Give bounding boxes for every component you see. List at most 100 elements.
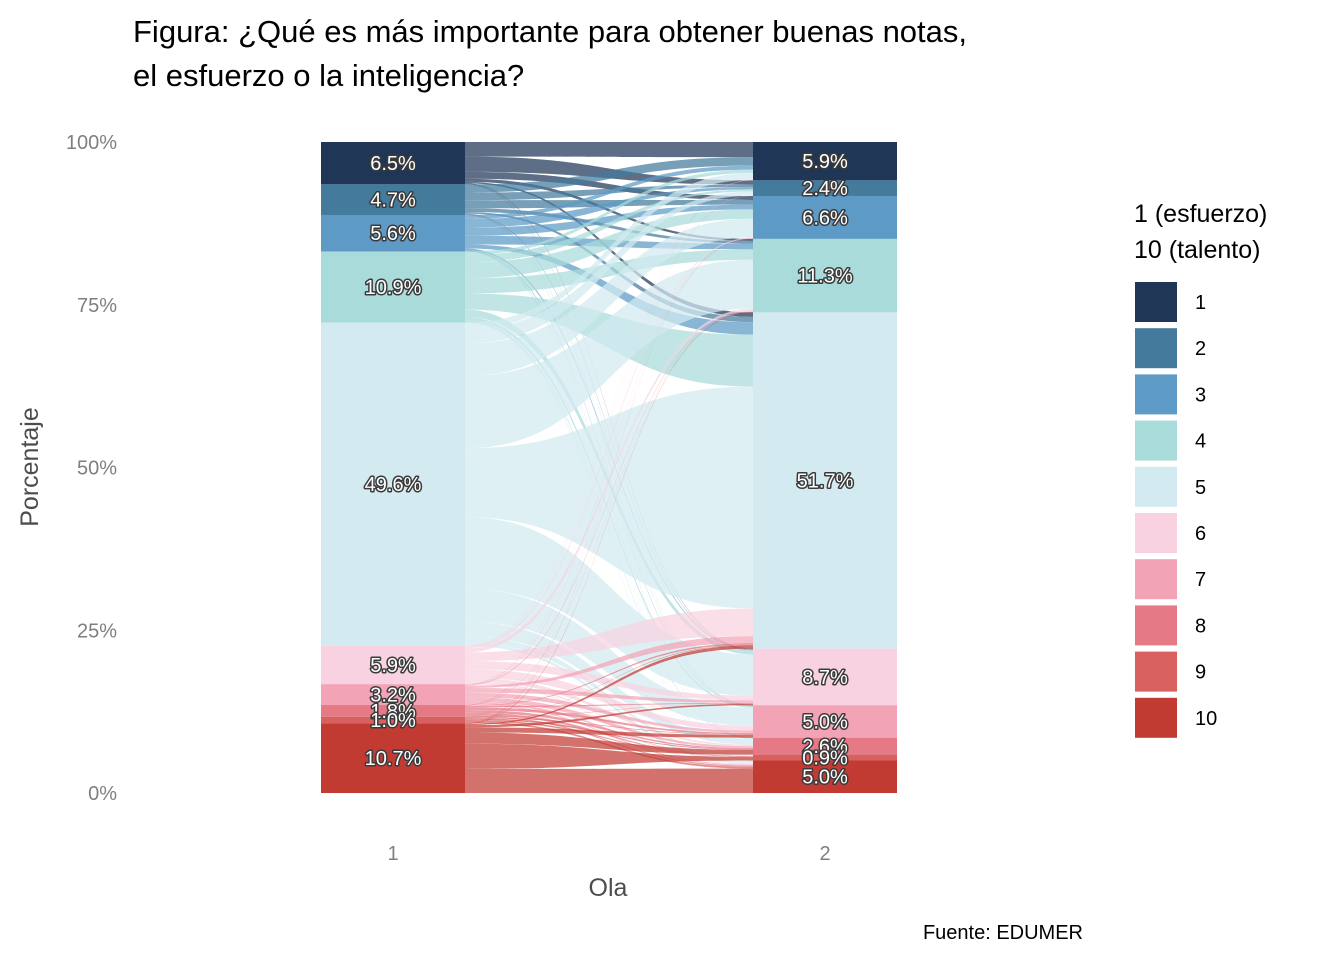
legend-label: 4: [1195, 431, 1206, 453]
flow-band: [465, 180, 753, 685]
bar-segment: [321, 251, 465, 323]
flow-band: [465, 687, 753, 703]
chart-title-line2: el esfuerzo o la inteligencia?: [133, 58, 524, 93]
flow-band: [465, 743, 753, 769]
flow-band: [465, 608, 753, 662]
flow-band: [465, 195, 753, 685]
bar-segment: [753, 737, 897, 755]
flow-band: [465, 180, 753, 724]
flow-band: [465, 180, 753, 717]
flow-band: [465, 692, 753, 733]
flow-band: [465, 179, 753, 647]
chart-title: Figura: ¿Qué es más importante para obte…: [133, 14, 967, 49]
bar-segment-label: 10.7%: [365, 748, 422, 770]
flow-band: [465, 195, 753, 724]
bar-segment-label: 6.6%: [802, 207, 848, 229]
x-tick-label: 1: [387, 843, 398, 865]
flow-band: [465, 768, 753, 793]
flow-band: [465, 715, 753, 767]
flow-band: [465, 386, 753, 609]
bar-segment-label: 6.5%: [370, 153, 416, 175]
legend-label: 3: [1195, 384, 1206, 406]
flow-band: [465, 156, 753, 185]
legend-label: 8: [1195, 615, 1206, 637]
legend-title: 1 (esfuerzo): [1134, 200, 1267, 228]
flow-band: [465, 238, 753, 706]
flow-band: [465, 238, 753, 717]
flow-band: [465, 157, 753, 193]
flow-band: [465, 186, 753, 228]
bar-segment-label: 4.7%: [370, 190, 416, 212]
bar-segment: [321, 214, 465, 252]
bar-segment-label: 5.0%: [802, 767, 848, 789]
flow-band: [465, 204, 753, 236]
legend-swatch: [1135, 420, 1177, 461]
flow-band: [465, 178, 753, 241]
bar-segment-label: 3.2%: [370, 685, 416, 707]
bar-segment: [753, 754, 897, 761]
legend-swatch: [1135, 374, 1177, 415]
flow-band: [465, 195, 753, 717]
bar-segment: [321, 322, 465, 646]
y-tick-label: 75%: [77, 295, 117, 317]
bar-segment: [321, 184, 465, 215]
flow-band: [465, 311, 753, 686]
flow-band: [465, 218, 753, 377]
flow-band: [465, 195, 753, 647]
flow-band: [465, 645, 753, 726]
bar-segment: [321, 716, 465, 724]
flow-band: [465, 237, 753, 649]
flow-band: [465, 249, 753, 294]
bar-segment: [321, 684, 465, 706]
bar-segment-label: 2.4%: [802, 178, 848, 200]
legend-label: 2: [1195, 338, 1206, 360]
caption: Fuente: EDUMER: [923, 922, 1083, 944]
flow-band: [465, 717, 753, 735]
legend-swatch: [1135, 466, 1177, 507]
bar-labels: 6.5% 4.7% 5.6% 10.9% 49.6% 5.9% 3.2%1.8%1.0% 10…: [363, 150, 855, 791]
flow-band: [465, 719, 753, 757]
flow-band: [465, 195, 753, 706]
flow-band: [465, 180, 753, 706]
bar-segment: [321, 723, 465, 793]
flow-band: [465, 171, 753, 200]
flow-band: [465, 142, 753, 158]
flow-band: [465, 707, 753, 735]
y-tick-label: 25%: [77, 620, 117, 642]
legend-label: 7: [1195, 569, 1206, 591]
bar-segment-label: 0.9%: [802, 748, 848, 770]
bar-segment: [321, 142, 465, 185]
flow-band: [465, 669, 753, 731]
flow-band: [465, 191, 753, 344]
flow-band: [465, 238, 753, 724]
flow-band: [465, 661, 753, 701]
bar-segment-label: 2.6%: [802, 736, 848, 758]
legend-swatch: [1135, 697, 1177, 738]
flow-band: [465, 701, 753, 757]
flow-band: [465, 703, 753, 728]
y-tick-label: 50%: [77, 458, 117, 480]
flow-band: [465, 312, 753, 725]
flow-band: [465, 238, 753, 685]
flow-band: [465, 189, 753, 262]
bar-segment-label: 10.9%: [365, 277, 422, 299]
legend-swatch: [1135, 328, 1177, 369]
bar-segment-label: 49.6%: [365, 474, 422, 496]
flow-band: [465, 165, 753, 219]
bar-segment-label: 5.9%: [802, 151, 848, 173]
flow-band: [465, 311, 753, 706]
legend-label: 5: [1195, 477, 1206, 499]
flow-band: [465, 732, 753, 755]
flow-band: [465, 710, 753, 750]
bar-segment: [753, 180, 897, 196]
x-axis-title: Ola: [589, 874, 628, 902]
bar-segment: [753, 648, 897, 706]
bar-segment-label: 1.0%: [370, 710, 416, 732]
flow-band: [465, 183, 753, 649]
flow-band: [465, 702, 753, 708]
flow-band: [465, 642, 753, 707]
flow-band: [465, 703, 753, 718]
y-tick-label: 0%: [88, 783, 117, 805]
flow-band: [465, 697, 753, 749]
